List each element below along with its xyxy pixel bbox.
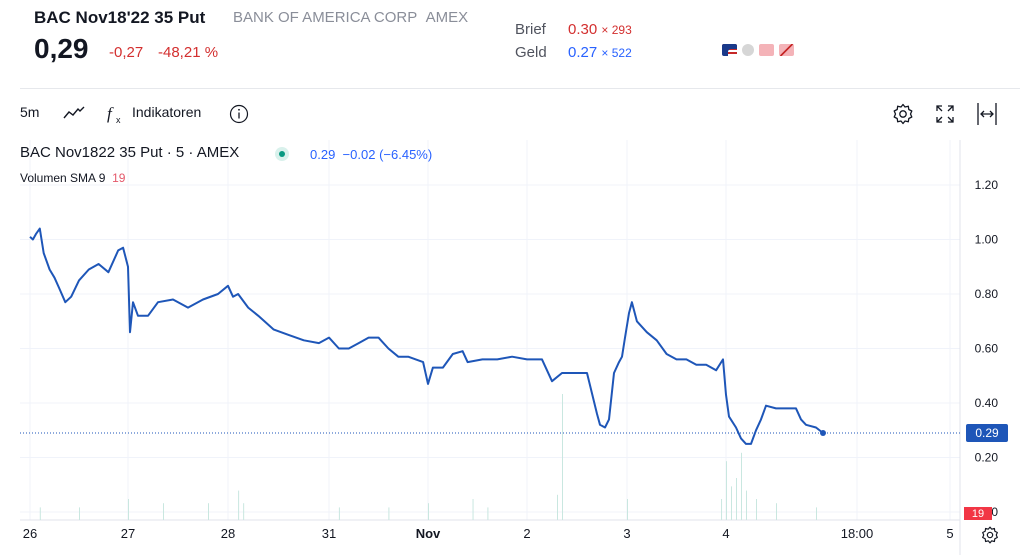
svg-text:f: f <box>107 104 114 123</box>
delayed-data-icon <box>779 44 794 56</box>
chart-legend: BAC Nov1822 35 Put · 5 · AMEX 0.29 −0.02… <box>0 138 960 188</box>
x-tick-label: 4 <box>722 526 729 541</box>
volume-bar <box>428 503 429 520</box>
volume-bar <box>79 507 80 520</box>
svg-text:x: x <box>116 115 121 125</box>
x-tick-label: 26 <box>23 526 37 541</box>
volume-bar <box>736 478 737 520</box>
volume-bar <box>741 452 742 520</box>
price-change: -0,27 <box>109 44 144 61</box>
info-icon[interactable] <box>227 102 251 126</box>
market-open-status-icon <box>275 147 289 161</box>
volume-bar <box>816 507 817 520</box>
y-tick-label: 0.40 <box>975 396 999 410</box>
x-tick-label: 27 <box>121 526 135 541</box>
symbol-title: BAC Nov18'22 35 Put <box>34 8 206 27</box>
volume-legend: Volumen SMA 9 19 <box>20 171 126 185</box>
bid-value: 0.27 × 522 <box>568 44 632 61</box>
volume-bar <box>388 507 390 520</box>
last-price-marker <box>820 429 826 436</box>
price-change-percent: -48,21 % <box>158 44 219 61</box>
x-tick-label: 3 <box>623 526 630 541</box>
volume-bar <box>627 499 628 520</box>
price-chart[interactable]: 1.201.000.800.600.400.200.0026272831Nov2… <box>0 140 1024 555</box>
x-tick-label: 31 <box>322 526 336 541</box>
market-status-icon <box>742 44 754 56</box>
x-tick-label: 5 <box>946 526 953 541</box>
x-tick-label: 28 <box>221 526 235 541</box>
volume-bar <box>338 507 340 520</box>
bid-label: Geld <box>515 44 547 61</box>
line-chart-icon[interactable] <box>62 102 86 126</box>
legend-values: 0.29 −0.02 (−6.45%) <box>310 147 433 162</box>
volume-bar <box>163 503 164 520</box>
y-tick-label: 0.60 <box>975 342 999 356</box>
ask-label: Brief <box>515 21 546 38</box>
header-divider <box>20 88 1020 89</box>
volume-bar <box>39 507 41 520</box>
price-line <box>29 227 824 445</box>
volume-bar <box>562 394 563 520</box>
volume-bar <box>731 486 732 520</box>
volume-bar <box>243 503 245 520</box>
quote-header: BAC Nov18'22 35 Put BANK OF AMERICA CORP… <box>0 0 1024 88</box>
last-price-tag <box>966 423 1008 442</box>
fullscreen-icon[interactable] <box>933 102 957 126</box>
x-tick-label: 18:00 <box>841 526 874 541</box>
last-price: 0,29 <box>34 33 89 64</box>
legend-title: BAC Nov1822 35 Put · 5 · AMEX <box>20 144 240 161</box>
y-tick-label: 0.80 <box>975 287 999 301</box>
exchange-name: AMEX <box>425 9 469 26</box>
fx-icon[interactable]: f x <box>104 102 128 126</box>
volume-bar <box>238 490 240 520</box>
last-price-tag-label: 0.29 <box>975 426 999 440</box>
market-flags <box>722 44 794 56</box>
axis-settings-icon[interactable] <box>980 525 1000 545</box>
volume-bar <box>756 499 757 520</box>
volume-bar <box>208 503 209 520</box>
volume-sma-tag <box>964 507 992 520</box>
volume-bar <box>487 507 489 520</box>
exchange-flag-icon <box>759 44 774 56</box>
volume-bar <box>557 494 558 520</box>
interval-button[interactable]: 5m <box>20 104 40 120</box>
y-tick-label: 1.20 <box>975 178 999 192</box>
chart-toolbar: 5m f x Indikatoren <box>0 96 1024 134</box>
indicators-button[interactable]: Indikatoren <box>132 104 202 120</box>
ask-value: 0.30 × 293 <box>568 21 632 38</box>
volume-bar <box>721 499 723 520</box>
expand-horizontal-icon[interactable] <box>975 102 999 126</box>
volume-bar <box>128 499 129 520</box>
x-tick-label: Nov <box>416 526 441 541</box>
volume-bar <box>746 490 747 520</box>
y-tick-label: 1.00 <box>975 233 999 247</box>
volume-sma-tag-label: 19 <box>972 508 984 520</box>
x-tick-label: 2 <box>523 526 530 541</box>
settings-gear-icon[interactable] <box>891 102 915 126</box>
y-tick-label: 0.20 <box>975 451 999 465</box>
company-name: BANK OF AMERICA CORP AMEX <box>233 9 469 26</box>
volume-bar <box>472 499 474 520</box>
us-flag-icon <box>722 44 737 56</box>
volume-bar <box>726 461 727 520</box>
volume-bar <box>776 503 777 520</box>
